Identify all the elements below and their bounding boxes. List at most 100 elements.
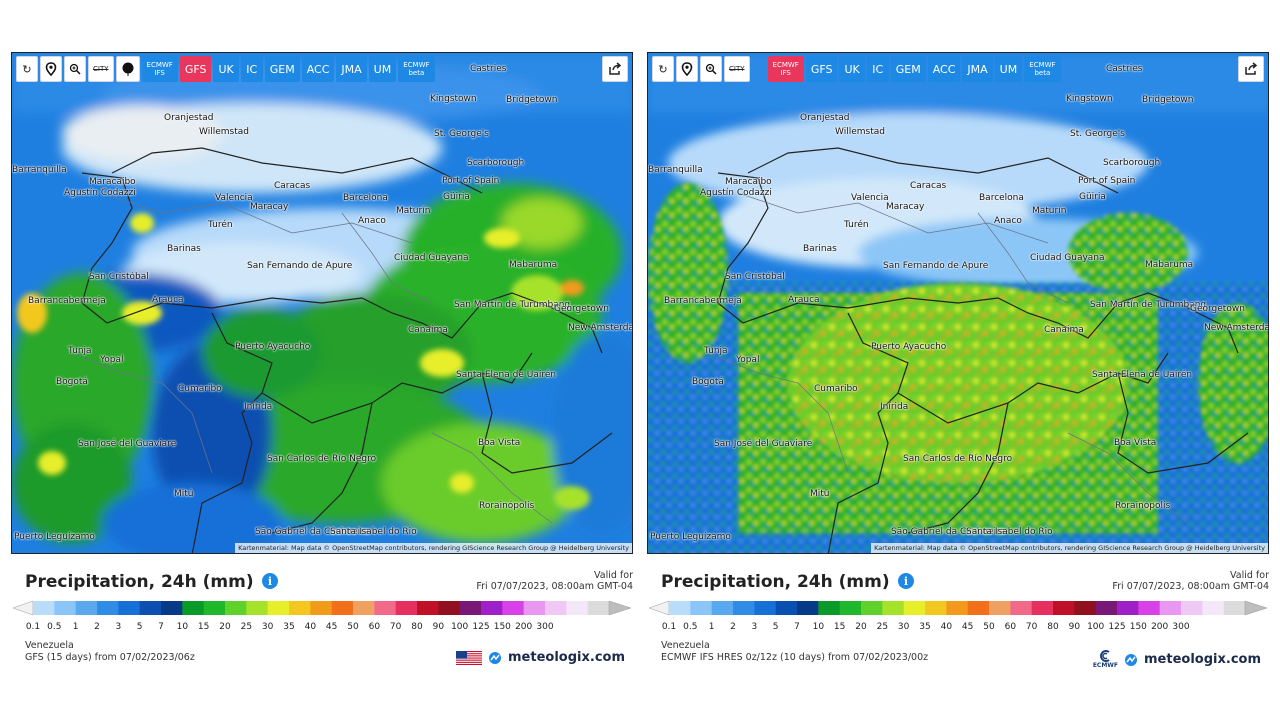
- model-button-um[interactable]: UM: [994, 56, 1023, 82]
- model-button-ic[interactable]: IC: [240, 56, 263, 82]
- place-label: Caracas: [274, 181, 311, 191]
- place-label: Canaima: [408, 325, 448, 335]
- scale-swatch: [1181, 601, 1203, 615]
- model-button-acc[interactable]: ACC: [927, 56, 961, 82]
- valid-datetime: Fri 07/07/2023, 08:00am GMT-04: [476, 581, 633, 592]
- refresh-icon: ↻: [22, 62, 32, 76]
- scale-tick-label: 60: [1004, 622, 1017, 632]
- model-button-ic[interactable]: IC: [866, 56, 889, 82]
- scale-swatch: [1053, 601, 1075, 615]
- scale-swatch: [797, 601, 819, 615]
- place-label: Santa Elena de Uairén: [1092, 370, 1193, 380]
- scale-swatch: [1138, 601, 1161, 615]
- model-button-gem[interactable]: GEM: [264, 56, 300, 82]
- model-button-jma[interactable]: JMA: [336, 56, 367, 82]
- model-button-acc[interactable]: ACC: [301, 56, 335, 82]
- scale-swatch: [1117, 601, 1139, 615]
- model-button-uk[interactable]: UK: [213, 56, 239, 82]
- model-button-ecmwf-ifs[interactable]: ECMWF IFS: [141, 56, 178, 82]
- model-button-gem[interactable]: GEM: [890, 56, 926, 82]
- place-label: Kingstown: [1066, 94, 1113, 104]
- location-pin-icon: [45, 62, 57, 76]
- scale-swatch: [289, 601, 311, 615]
- share-icon: [609, 62, 622, 75]
- place-label: Inírida: [880, 402, 909, 412]
- place-label: New Amsterdam: [568, 323, 632, 333]
- legend-area: Precipitation, 24h (mm) i Valid for Fri …: [647, 554, 1269, 674]
- scale-tick-label: 15: [833, 622, 846, 632]
- precip-field: [12, 53, 632, 553]
- location-button[interactable]: [40, 56, 62, 82]
- share-button[interactable]: [602, 56, 628, 82]
- map-attribution: Kartenmaterial: Map data © OpenStreetMap…: [235, 543, 632, 553]
- scale-swatch: [246, 601, 269, 615]
- model-button-gfs[interactable]: GFS: [805, 56, 838, 82]
- place-label: Mabaruma: [1145, 260, 1194, 270]
- scale-tick-label: 35: [283, 622, 295, 632]
- place-label: Puerto Ayacucho: [235, 342, 311, 352]
- scale-arrow-left: [12, 600, 34, 616]
- location-pin-icon: [681, 62, 693, 76]
- scale-tick-label: 3: [115, 622, 122, 632]
- marker-button[interactable]: [115, 56, 140, 82]
- scale-tick-label: 0.5: [683, 622, 698, 632]
- scale-swatch: [353, 601, 375, 615]
- place-label: San Carlos de Río Negro: [903, 454, 1013, 464]
- info-icon[interactable]: i: [898, 573, 914, 589]
- refresh-button[interactable]: ↻: [652, 56, 674, 82]
- refresh-icon: ↻: [658, 62, 668, 76]
- model-button-gfs[interactable]: GFS: [179, 56, 212, 82]
- map-toolbar: ↻ CITY ECMWF IFS GFS UK IC GEM ACC JMA UM ECMWF be…: [652, 56, 1061, 82]
- city-toggle-button[interactable]: CITY: [724, 56, 750, 82]
- place-label: Ciudad Guayana: [1030, 253, 1105, 263]
- scale-tick-label: 90: [432, 622, 445, 632]
- model-button-um[interactable]: UM: [368, 56, 397, 82]
- us-flag-icon: [456, 650, 483, 665]
- scale-tick-label: 2: [94, 622, 100, 632]
- place-label: Castries: [1106, 64, 1143, 74]
- panel-ecmwf: ↻ CITY ECMWF IFS GFS UK IC GEM ACC JMA UM ECMWF be…: [647, 52, 1269, 674]
- ecmwf-logo: ECMWF: [1093, 650, 1118, 669]
- precip-map-gfs[interactable]: ↻ CITY ECMWF IFS GFS UK IC GEM ACC JMA UM ECMWF be…: [11, 52, 633, 554]
- place-label: Cumaribo: [814, 384, 858, 394]
- place-label: Santa Elena de Uairén: [456, 370, 557, 380]
- share-button[interactable]: [1238, 56, 1264, 82]
- place-label: Ciudad Guayana: [394, 253, 469, 263]
- scale-tick-label: 10: [812, 622, 825, 632]
- scale-tick-label: 1: [708, 622, 715, 632]
- zoom-button[interactable]: [700, 56, 722, 82]
- model-button-jma[interactable]: JMA: [962, 56, 993, 82]
- scale-swatch: [1095, 601, 1118, 615]
- place-label: San José del Guaviare: [714, 439, 813, 449]
- scale-tick-label: 5: [136, 622, 143, 632]
- valid-label: Valid for: [1230, 570, 1269, 581]
- place-label: Boa Vista: [478, 438, 521, 448]
- scale-tick-label: 35: [919, 622, 931, 632]
- brand-name[interactable]: meteologix.com: [508, 650, 625, 665]
- model-button-uk[interactable]: UK: [839, 56, 865, 82]
- scale-tick-label: 20: [219, 622, 231, 632]
- brand-name[interactable]: meteologix.com: [1144, 652, 1261, 667]
- model-button-ecmwf-ifs[interactable]: ECMWF IFS: [767, 56, 804, 82]
- place-label: Maturín: [396, 206, 431, 216]
- model-button-ecmwf-beta[interactable]: ECMWF beta: [1024, 56, 1061, 82]
- scale-swatch: [139, 601, 162, 615]
- scale-tick-label: 40: [304, 622, 317, 632]
- refresh-button[interactable]: ↻: [16, 56, 38, 82]
- place-label: Güiria: [1079, 192, 1106, 202]
- info-icon[interactable]: i: [262, 573, 278, 589]
- scale-swatch: [395, 601, 418, 615]
- place-label: Bogotá: [692, 377, 724, 387]
- scale-tick-label: 80: [411, 622, 423, 632]
- zoom-button[interactable]: [64, 56, 86, 82]
- place-label: Anaco: [358, 216, 386, 226]
- scale-tick-label: 15: [197, 622, 210, 632]
- precip-map-ecmwf[interactable]: ↻ CITY ECMWF IFS GFS UK IC GEM ACC JMA UM ECMWF be…: [647, 52, 1269, 554]
- city-toggle-button[interactable]: CITY: [88, 56, 114, 82]
- scale-swatch: [1202, 601, 1225, 615]
- model-info: Venezuela GFS (15 days) from 07/02/2023/…: [25, 640, 195, 664]
- location-button[interactable]: [676, 56, 698, 82]
- scale-tick-label: 90: [1068, 622, 1081, 632]
- place-label: St. George's: [434, 129, 489, 139]
- model-button-ecmwf-beta[interactable]: ECMWF beta: [398, 56, 435, 82]
